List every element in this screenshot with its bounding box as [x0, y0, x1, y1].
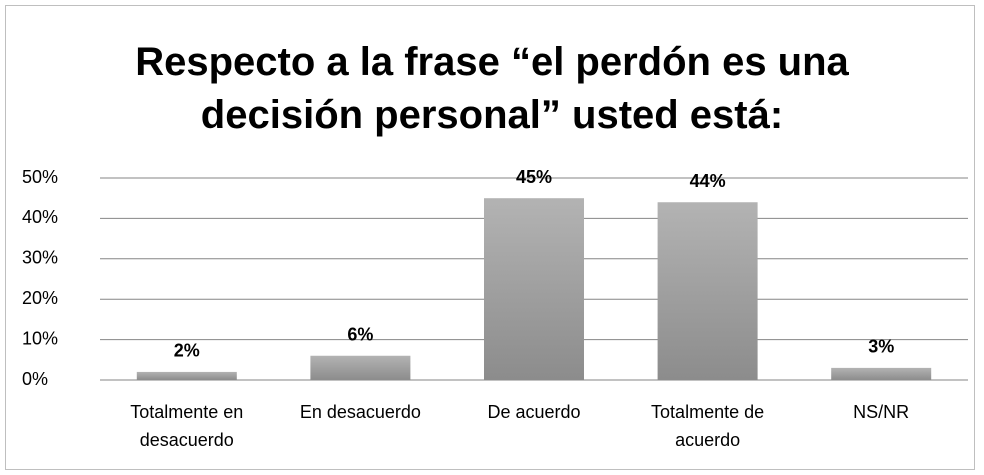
bar [136, 371, 237, 380]
y-tick-label: 0% [22, 369, 48, 389]
data-label: 3% [868, 337, 894, 357]
x-tick-label: En desacuerdo [299, 402, 421, 422]
data-label: 45% [516, 167, 552, 187]
bar [657, 202, 758, 380]
data-label: 6% [347, 325, 373, 345]
bar [484, 198, 584, 380]
bar [831, 367, 932, 380]
y-tick-label: 10% [22, 328, 58, 348]
chart-title: Respecto a la frase “el perdón es una de… [135, 40, 849, 137]
x-tick-label: NS/NR [853, 402, 910, 422]
data-label: 44% [690, 171, 726, 191]
x-tick-label: Totalmente de acuerdo [651, 402, 765, 450]
data-label: 2% [174, 341, 200, 361]
x-tick-label: Totalmente en desacuerdo [130, 402, 244, 450]
y-tick-label: 50% [22, 167, 58, 187]
y-tick-label: 40% [22, 207, 58, 227]
x-tick-label: De acuerdo [487, 402, 581, 422]
y-tick-label: 30% [22, 248, 58, 268]
chart-border [5, 5, 975, 470]
bar [310, 355, 411, 380]
y-tick-label: 20% [22, 288, 58, 308]
